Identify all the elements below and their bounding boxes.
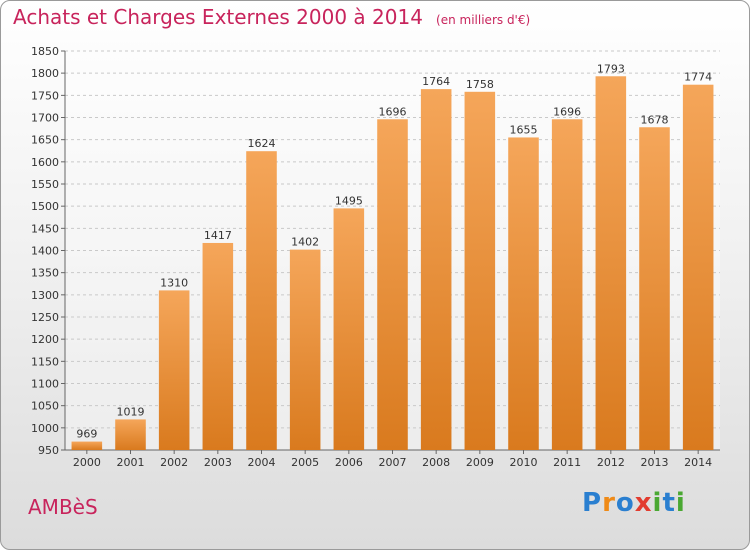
bar xyxy=(595,76,627,451)
bar xyxy=(639,127,670,451)
bar xyxy=(551,119,583,451)
y-tick-label: 1700 xyxy=(31,112,59,125)
bar xyxy=(158,290,190,450)
bar xyxy=(333,208,365,450)
proxiti-logo: Proxiti xyxy=(582,488,686,518)
bar xyxy=(246,151,277,450)
bar-value-label: 1696 xyxy=(379,105,407,118)
x-tick-label: 2011 xyxy=(553,456,581,469)
logo-letter: i xyxy=(652,488,663,518)
logo-letter: x xyxy=(634,488,653,518)
logo-letter: o xyxy=(615,488,635,518)
bar xyxy=(202,242,234,450)
y-tick-label: 1350 xyxy=(31,267,59,280)
x-tick-label: 2005 xyxy=(291,456,319,469)
bar-value-label: 1655 xyxy=(510,123,538,136)
bar xyxy=(464,91,496,450)
y-tick-label: 1800 xyxy=(31,67,59,80)
logo-letter: t xyxy=(662,488,676,518)
x-tick-label: 2000 xyxy=(73,456,101,469)
chart-title-block: Achats et Charges Externes 2000 à 2014 (… xyxy=(13,5,530,29)
logo-letter: i xyxy=(675,488,686,518)
x-tick-label: 2002 xyxy=(160,456,188,469)
y-tick-label: 1450 xyxy=(31,222,59,235)
bar xyxy=(682,84,714,451)
bar-value-label: 1678 xyxy=(641,113,669,126)
bar xyxy=(115,419,146,450)
bar-value-label: 1774 xyxy=(684,71,712,84)
y-tick-label: 1500 xyxy=(31,200,59,213)
y-tick-label: 1850 xyxy=(31,45,59,58)
x-tick-label: 2007 xyxy=(379,456,407,469)
bar-value-label: 1758 xyxy=(466,78,494,91)
bar xyxy=(420,89,452,451)
y-tick-label: 1150 xyxy=(31,355,59,368)
bar xyxy=(508,137,539,450)
x-tick-label: 2006 xyxy=(335,456,363,469)
bar-value-label: 1310 xyxy=(160,276,188,289)
y-tick-label: 1050 xyxy=(31,400,59,413)
bar xyxy=(289,249,321,450)
bar-value-label: 1696 xyxy=(553,105,581,118)
y-tick-label: 1750 xyxy=(31,89,59,102)
x-tick-label: 2012 xyxy=(597,456,625,469)
x-tick-label: 2009 xyxy=(466,456,494,469)
x-tick-label: 2003 xyxy=(204,456,232,469)
bar-value-label: 1764 xyxy=(422,75,450,88)
x-tick-label: 2014 xyxy=(684,456,712,469)
logo-letter: P xyxy=(582,488,603,518)
bar-value-label: 1495 xyxy=(335,194,363,207)
bar xyxy=(377,119,408,451)
bar-value-label: 1624 xyxy=(248,137,276,150)
y-tick-label: 1550 xyxy=(31,178,59,191)
bar-value-label: 1417 xyxy=(204,229,232,242)
bar-value-label: 969 xyxy=(76,428,97,441)
chart-title: Achats et Charges Externes 2000 à 2014 xyxy=(13,5,423,29)
y-tick-label: 1300 xyxy=(31,289,59,302)
bar-value-label: 1793 xyxy=(597,62,625,75)
y-tick-label: 1000 xyxy=(31,422,59,435)
y-tick-label: 1600 xyxy=(31,156,59,169)
y-tick-label: 1400 xyxy=(31,245,59,258)
x-tick-label: 2001 xyxy=(117,456,145,469)
bar xyxy=(71,441,103,450)
logo-letter: r xyxy=(602,488,616,518)
y-tick-label: 1250 xyxy=(31,311,59,324)
bar-value-label: 1402 xyxy=(291,236,319,249)
y-tick-label: 1100 xyxy=(31,378,59,391)
x-tick-label: 2004 xyxy=(248,456,276,469)
x-tick-label: 2013 xyxy=(641,456,669,469)
y-tick-label: 950 xyxy=(38,444,59,457)
x-tick-label: 2010 xyxy=(510,456,538,469)
y-tick-label: 1650 xyxy=(31,134,59,147)
commune-name: AMBèS xyxy=(28,495,98,519)
chart-subtitle: (en milliers d'€) xyxy=(436,13,531,27)
y-tick-label: 1200 xyxy=(31,333,59,346)
x-tick-label: 2008 xyxy=(422,456,450,469)
bar-value-label: 1019 xyxy=(117,405,145,418)
